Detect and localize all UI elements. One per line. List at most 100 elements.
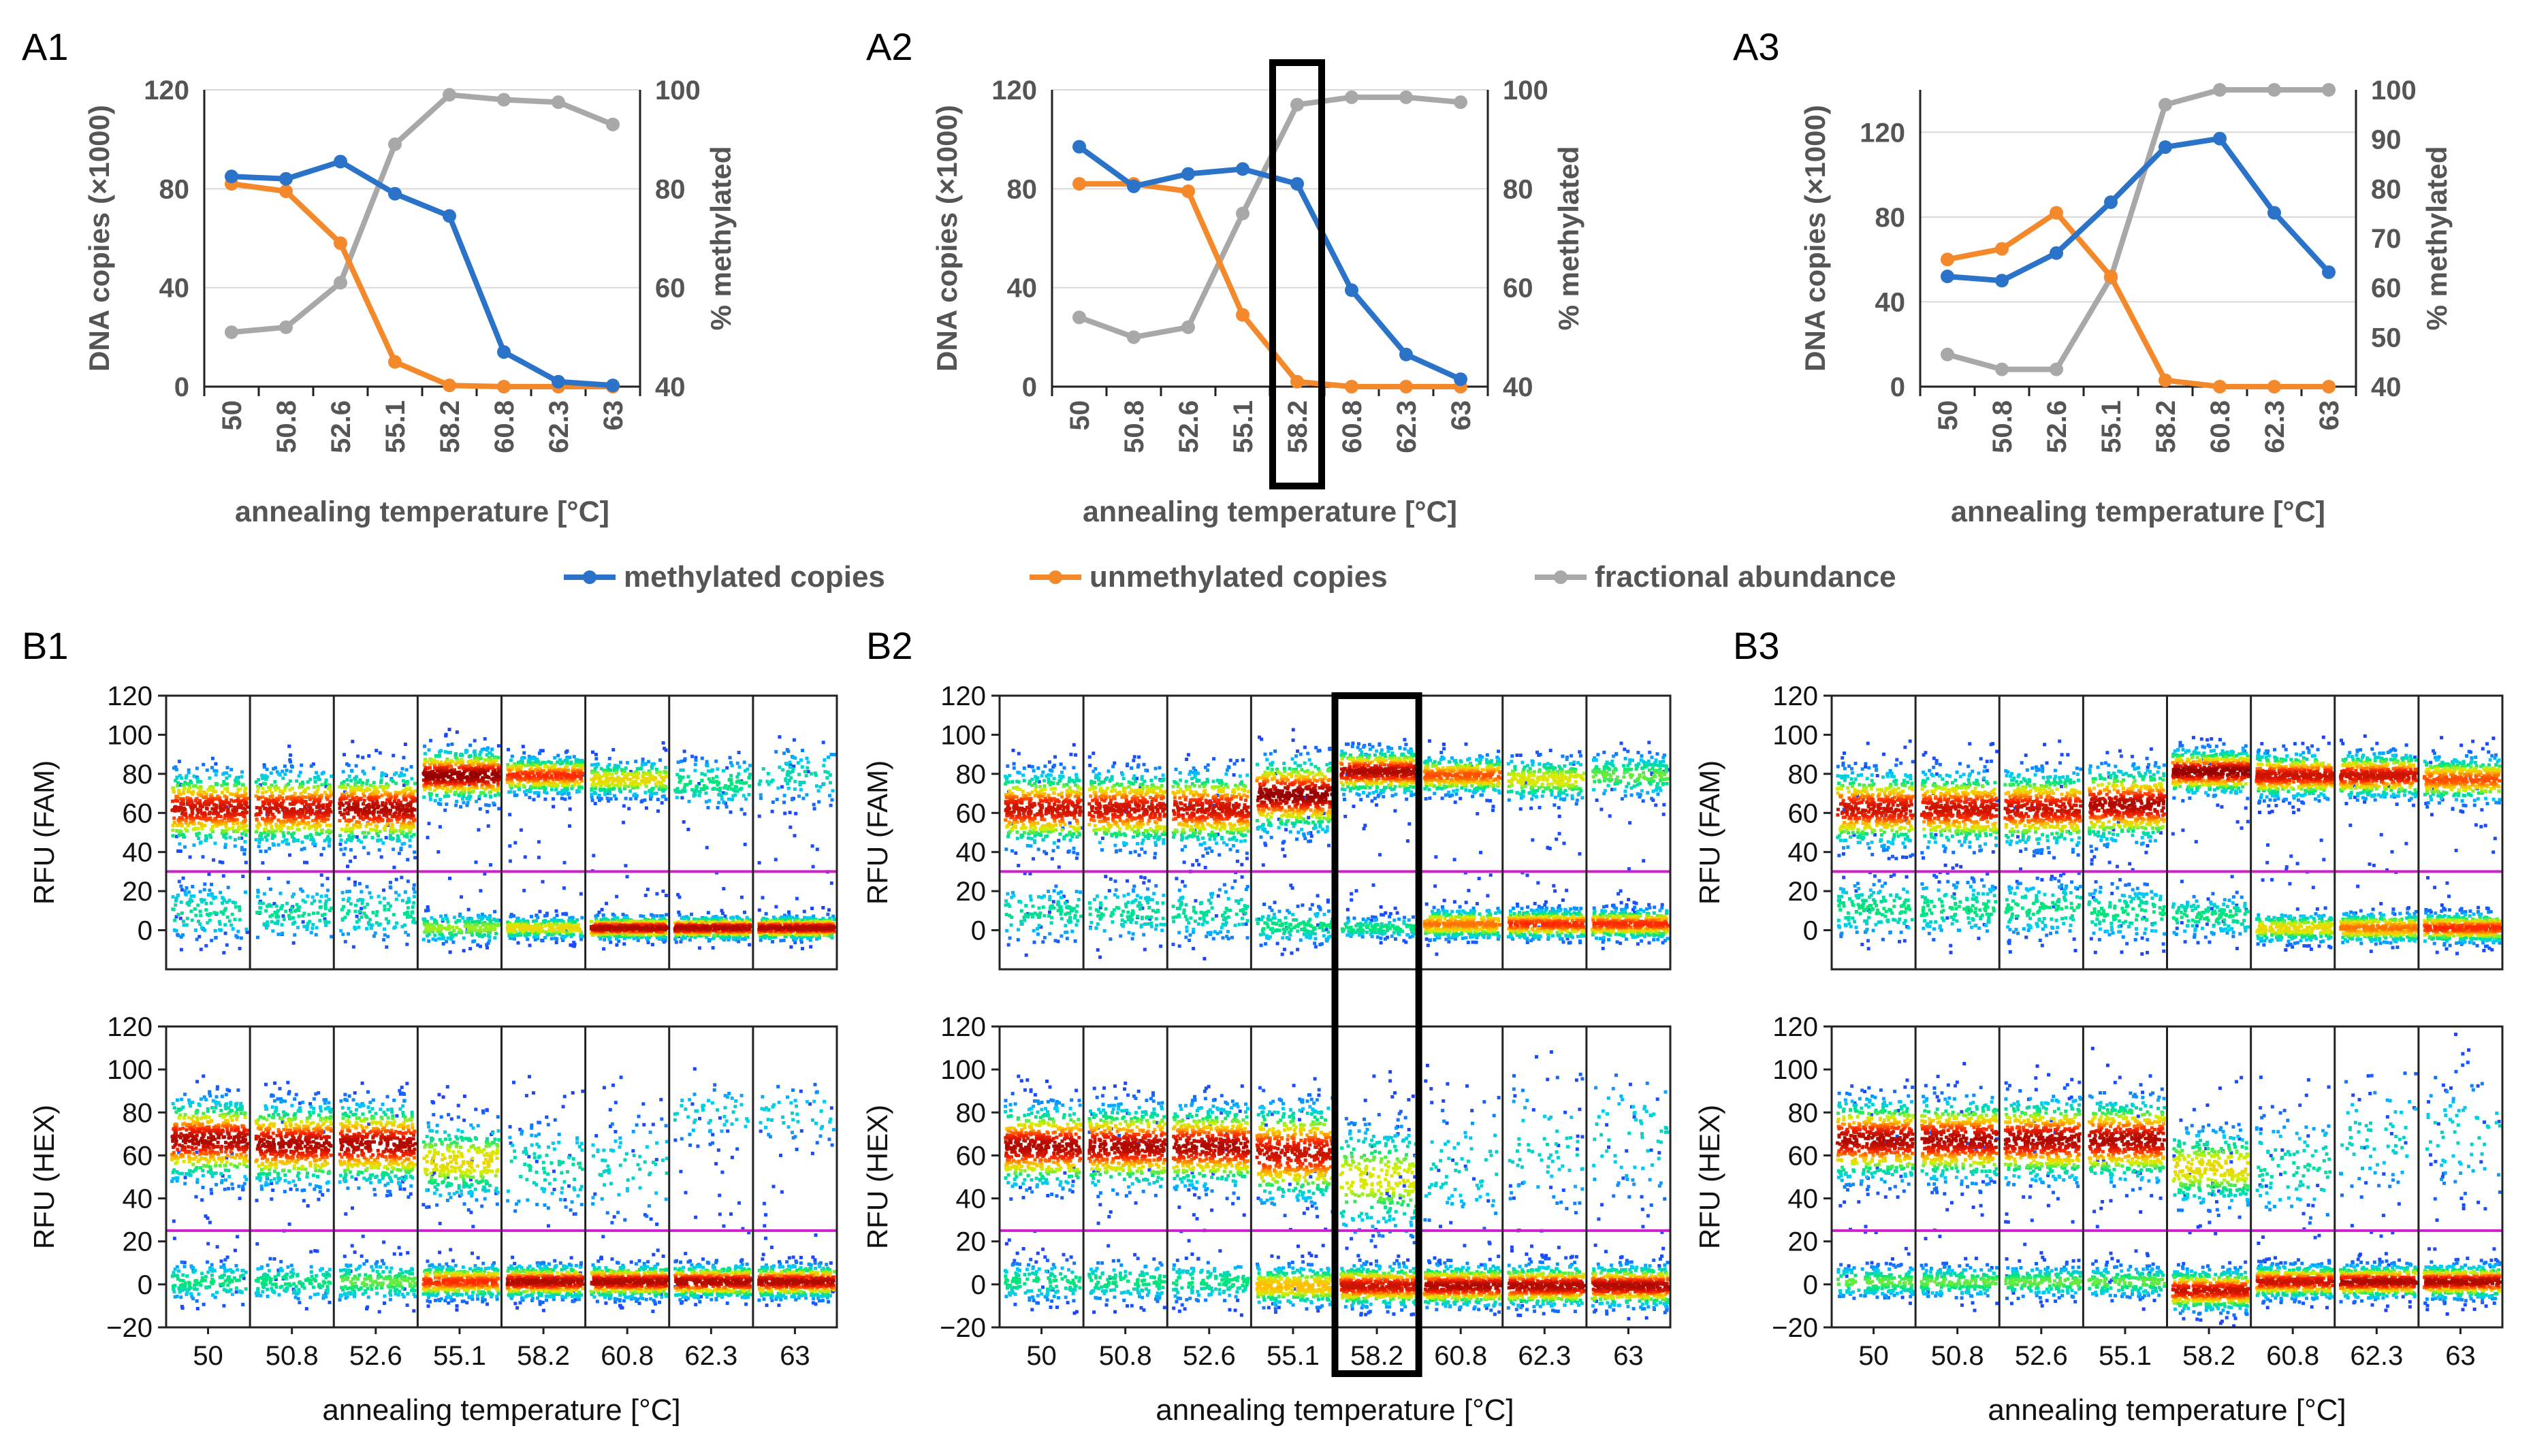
droplet-point xyxy=(443,795,447,798)
droplet-point xyxy=(378,848,381,852)
droplet-point xyxy=(590,788,593,791)
droplet-point xyxy=(344,786,347,790)
droplet-point xyxy=(223,909,227,912)
droplet-point xyxy=(445,917,449,920)
droplet-point xyxy=(579,938,583,941)
droplet-point xyxy=(303,826,306,830)
droplet-point xyxy=(185,923,189,926)
droplet-point xyxy=(406,783,409,786)
droplet-point xyxy=(369,822,372,826)
droplet-point xyxy=(602,948,605,951)
droplet-point xyxy=(291,895,294,899)
droplet-point xyxy=(490,766,493,770)
droplet-point xyxy=(179,917,182,920)
droplet-point xyxy=(454,933,458,937)
methylated-series-point xyxy=(2159,140,2172,154)
droplet-point xyxy=(462,801,465,805)
droplet-point xyxy=(367,852,370,855)
droplet-point xyxy=(357,781,361,784)
droplet-point xyxy=(181,933,185,937)
droplet-point xyxy=(404,798,408,802)
droplet-point xyxy=(214,790,217,794)
droplet-point xyxy=(339,798,343,802)
droplet-point xyxy=(709,921,712,924)
droplet-point xyxy=(725,805,729,809)
droplet-point xyxy=(340,839,343,842)
droplet-point xyxy=(366,822,369,826)
droplet-point xyxy=(730,781,733,785)
droplet-point xyxy=(455,800,458,803)
droplet-point xyxy=(255,911,259,914)
droplet-point xyxy=(303,847,306,850)
droplet-point xyxy=(656,809,660,813)
droplet-point xyxy=(203,824,206,827)
droplet-point xyxy=(279,907,283,910)
droplet-point xyxy=(392,754,395,758)
droplet-point xyxy=(704,792,707,795)
droplet-point xyxy=(379,751,382,755)
droplet-point xyxy=(228,920,232,923)
droplet-point xyxy=(369,828,372,831)
unmethylated-series-point xyxy=(1399,380,1413,393)
methylated-series-point xyxy=(443,209,456,223)
unmethylated-series-point xyxy=(1072,177,1086,191)
droplet-point xyxy=(509,915,512,918)
unmethylated-series-point xyxy=(1941,253,1954,266)
droplet-point xyxy=(690,913,693,916)
droplet-point xyxy=(277,787,281,790)
droplet-point xyxy=(814,773,818,777)
droplet-point xyxy=(479,889,482,892)
droplet-point xyxy=(178,760,181,763)
droplet-point xyxy=(403,924,407,927)
droplet-point xyxy=(576,764,579,768)
droplet-point xyxy=(619,761,622,764)
droplet-point xyxy=(372,935,376,938)
droplet-point xyxy=(522,751,526,755)
droplet-point xyxy=(705,846,709,850)
droplet-point xyxy=(801,749,804,752)
droplet-point xyxy=(263,892,266,896)
droplet-point xyxy=(828,794,831,797)
droplet-point xyxy=(537,794,540,798)
droplet-point xyxy=(793,780,797,783)
droplet-point xyxy=(686,775,690,779)
droplet-point xyxy=(228,774,232,777)
droplet-point xyxy=(780,786,784,789)
droplet-point xyxy=(324,781,328,785)
droplet-point xyxy=(815,784,818,788)
droplet-point xyxy=(172,834,175,837)
droplet-point xyxy=(615,895,618,899)
droplet-point xyxy=(381,794,384,797)
droplet-point xyxy=(353,926,356,929)
y2-tick-label: 50 xyxy=(2371,323,2402,353)
droplet-point xyxy=(833,753,836,756)
droplet-point xyxy=(422,796,426,799)
droplet-point xyxy=(572,926,575,930)
droplet-point xyxy=(526,937,529,941)
droplet-point xyxy=(517,788,521,791)
droplet-point xyxy=(428,822,431,825)
droplet-point xyxy=(789,945,793,949)
droplet-point xyxy=(540,939,543,942)
droplet-point xyxy=(572,941,575,944)
droplet-point xyxy=(592,782,595,786)
droplet-point xyxy=(270,904,273,907)
droplet-point xyxy=(694,789,697,792)
droplet-point xyxy=(244,928,248,931)
droplet-point xyxy=(375,913,379,917)
droplet-point xyxy=(197,822,201,825)
droplet-point xyxy=(665,894,668,897)
droplet-point xyxy=(405,768,409,771)
droplet-point xyxy=(709,780,712,783)
droplet-point xyxy=(200,948,203,951)
droplet-point xyxy=(347,835,351,838)
droplet-point xyxy=(215,769,219,773)
droplet-point xyxy=(375,828,378,832)
droplet-point xyxy=(462,949,466,952)
fractional-abundance-series-point xyxy=(1995,363,2009,376)
droplet-point xyxy=(324,924,328,927)
droplet-point xyxy=(389,886,392,890)
droplet-point xyxy=(483,927,487,931)
droplet-point xyxy=(358,882,362,886)
droplet-point xyxy=(338,819,341,822)
